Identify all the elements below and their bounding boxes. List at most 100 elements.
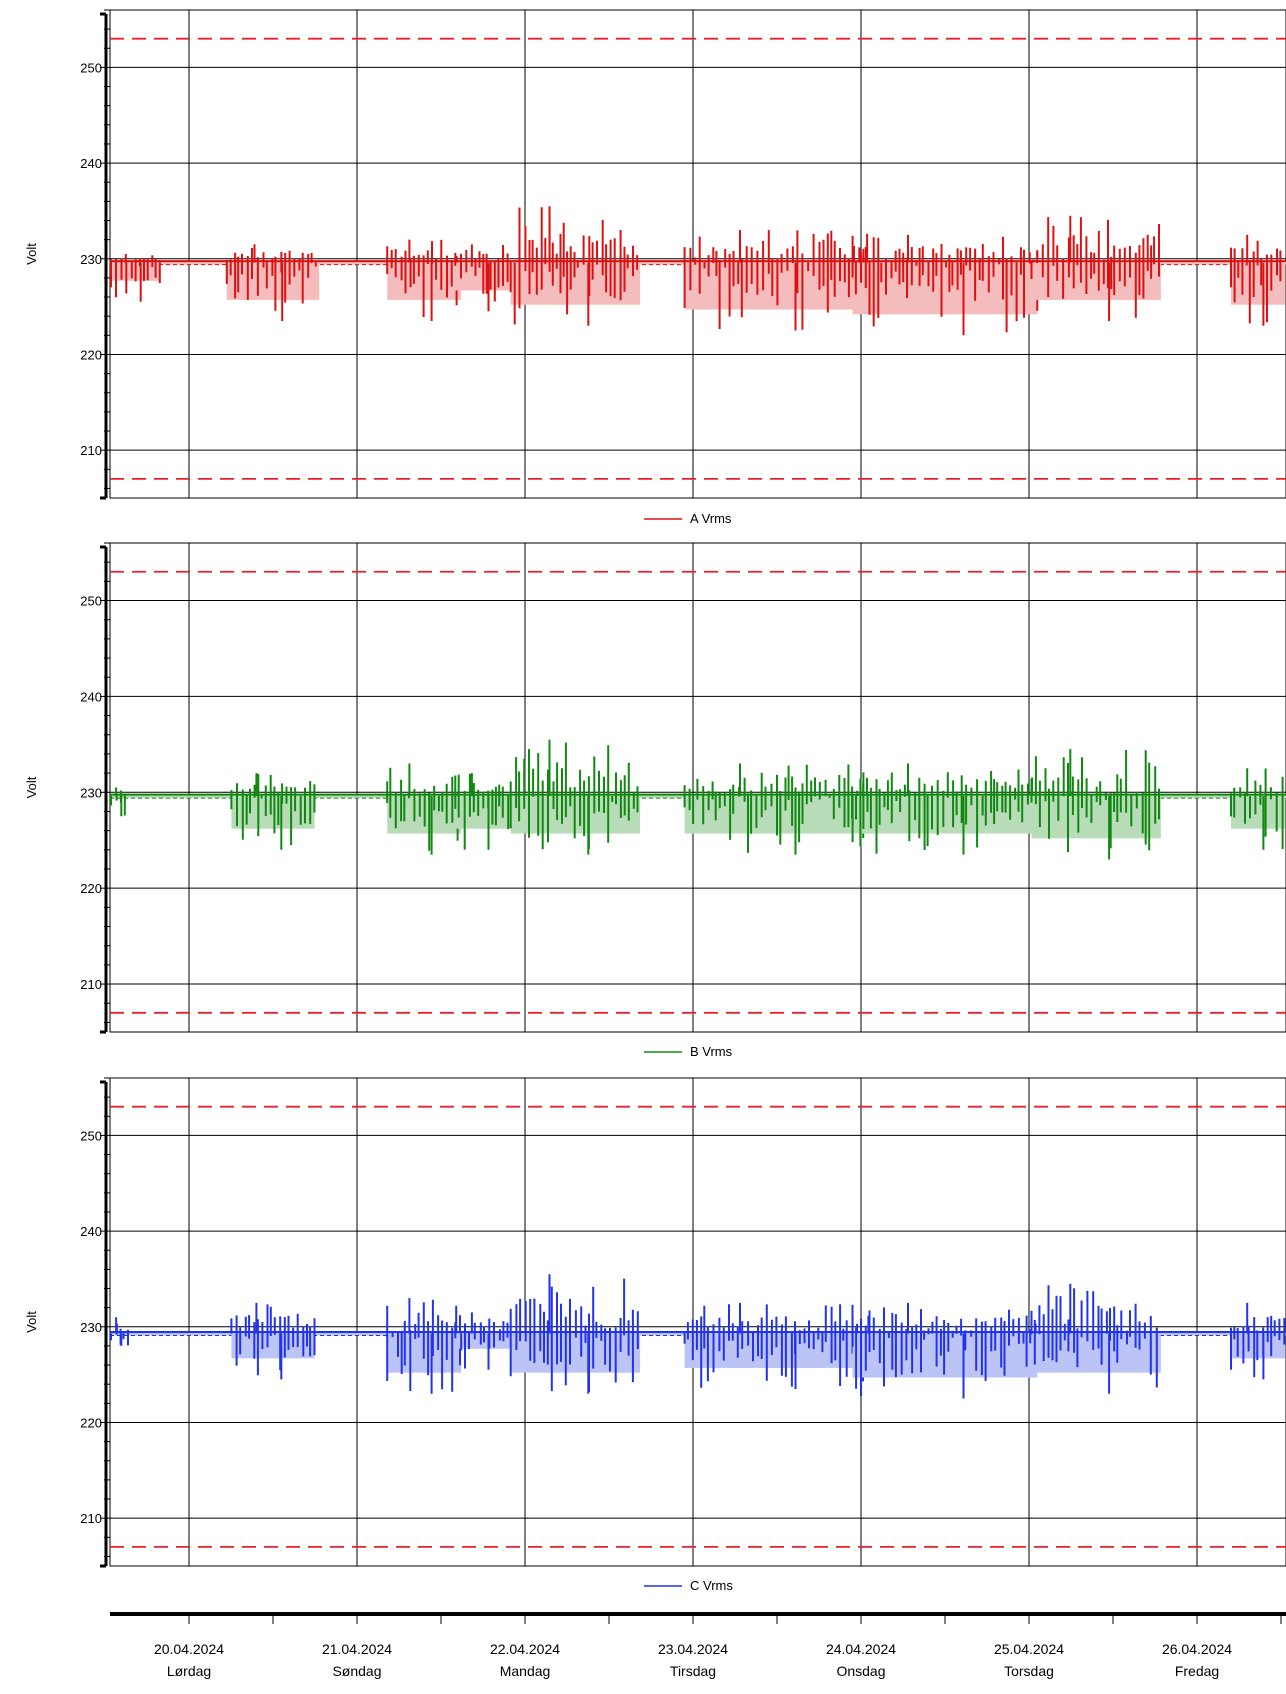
x-tick-weekday: Lørdag (167, 1663, 211, 1679)
x-tick-date: 20.04.2024 (154, 1641, 224, 1657)
series-burst (225, 244, 320, 321)
burst-strokes (386, 239, 458, 321)
series-burst (1230, 768, 1285, 850)
plot-frame (109, 1077, 1286, 1567)
series-burst (683, 1302, 870, 1389)
burst-strokes (851, 763, 1034, 855)
series-burst (683, 230, 870, 331)
burst-strokes (454, 773, 510, 850)
series-burst (386, 763, 462, 855)
x-tick-date: 24.04.2024 (826, 1641, 896, 1657)
burst-strokes (1230, 1302, 1286, 1380)
burst-strokes (110, 1317, 129, 1346)
burst-strokes (683, 230, 869, 331)
y-tick-label: 220 (80, 347, 102, 362)
series-burst (110, 1317, 129, 1346)
series-burst (386, 1298, 462, 1394)
burst-strokes (386, 763, 459, 855)
y-tick-label: 210 (80, 443, 102, 458)
y-tick-label: 240 (80, 1224, 102, 1239)
burst-strokes (1230, 768, 1284, 850)
series-burst (386, 239, 462, 321)
burst-strokes (454, 1312, 509, 1370)
burst-fill (231, 796, 315, 829)
burst-strokes (1230, 234, 1282, 326)
burst-strokes (509, 206, 639, 326)
y-tick-label: 250 (80, 594, 102, 609)
x-tick-date: 22.04.2024 (490, 1641, 560, 1657)
panel-c-vrms: 210 220 230 240 250 Volt C Vrms (24, 1077, 1286, 1593)
x-tick-date: 25.04.2024 (994, 1641, 1064, 1657)
x-tick-weekday: Fredag (1175, 1663, 1219, 1679)
burst-strokes (1030, 749, 1160, 860)
series-burst (509, 1274, 641, 1394)
y-tick-label: 210 (80, 977, 102, 992)
y-tick-label: 250 (80, 1128, 102, 1143)
burst-strokes (230, 773, 316, 850)
chart-panels: 210 220 230 240 250 Volt A Vrms 210 220 230 240 250… (24, 9, 1286, 1593)
series-burst (1230, 1302, 1286, 1380)
y-axis-title: Volt (24, 776, 39, 798)
burst-strokes (509, 1274, 639, 1394)
series-burst (1230, 234, 1285, 326)
x-tick-weekday: Mandag (500, 1663, 551, 1679)
burst-fill (231, 1333, 315, 1359)
burst-fill (1031, 1333, 1161, 1373)
y-axis-title: Volt (24, 1311, 39, 1333)
legend-label: B Vrms (690, 1044, 733, 1059)
y-tick-label: 240 (80, 156, 102, 171)
burst-fill (1031, 262, 1161, 300)
y-tick-label: 230 (80, 1320, 102, 1335)
x-tick-weekday: Onsdag (836, 1663, 885, 1679)
burst-strokes (851, 1302, 1037, 1399)
burst-strokes (230, 1302, 316, 1380)
y-tick-label: 240 (80, 689, 102, 704)
series-burst (454, 1312, 511, 1370)
legend-label: C Vrms (690, 1578, 733, 1593)
burst-strokes (454, 244, 509, 312)
burst-strokes (225, 244, 317, 321)
series-burst (454, 244, 511, 312)
y-tick-label: 220 (80, 1415, 102, 1430)
y-axis-title: Volt (24, 243, 39, 265)
burst-strokes (110, 254, 161, 302)
x-tick-date: 26.04.2024 (1162, 1641, 1232, 1657)
burst-strokes (851, 234, 1039, 336)
series-burst (454, 773, 511, 850)
y-tick-label: 210 (80, 1511, 102, 1526)
y-tick-label: 230 (80, 252, 102, 267)
burst-fill (510, 1333, 641, 1373)
series-burst (1030, 215, 1161, 321)
y-tick-label: 220 (80, 881, 102, 896)
date-axis: 20.04.2024 Lørdag 21.04.2024 Søndag 22.04.20… (110, 1612, 1286, 1679)
series-burst (230, 773, 316, 850)
burst-fill (1031, 796, 1161, 839)
series-burst (509, 206, 641, 326)
series-burst (110, 254, 161, 302)
panel-a-vrms: 210 220 230 240 250 Volt A Vrms (24, 9, 1286, 526)
legend-label: A Vrms (690, 511, 732, 526)
series-burst (1030, 749, 1161, 860)
burst-strokes (110, 787, 126, 817)
burst-fill (852, 796, 1038, 834)
burst-strokes (1030, 1283, 1158, 1394)
series-burst (230, 1302, 316, 1380)
series-burst (110, 787, 126, 817)
y-tick-label: 250 (80, 60, 102, 75)
series-burst (851, 763, 1038, 855)
x-tick-weekday: Tirsdag (670, 1663, 716, 1679)
series-burst (851, 234, 1039, 336)
x-tick-date: 21.04.2024 (322, 1641, 392, 1657)
y-tick-label: 230 (80, 785, 102, 800)
x-tick-date: 23.04.2024 (658, 1641, 728, 1657)
x-tick-weekday: Søndag (332, 1663, 381, 1679)
burst-strokes (509, 739, 639, 855)
series-burst (509, 739, 641, 855)
burst-strokes (1030, 215, 1160, 321)
series-burst (851, 1302, 1038, 1399)
panel-b-vrms: 210 220 230 240 250 Volt B Vrms (24, 542, 1286, 1059)
series-burst (1030, 1283, 1161, 1394)
plot-frame (109, 9, 1286, 499)
x-tick-weekday: Torsdag (1004, 1663, 1054, 1679)
